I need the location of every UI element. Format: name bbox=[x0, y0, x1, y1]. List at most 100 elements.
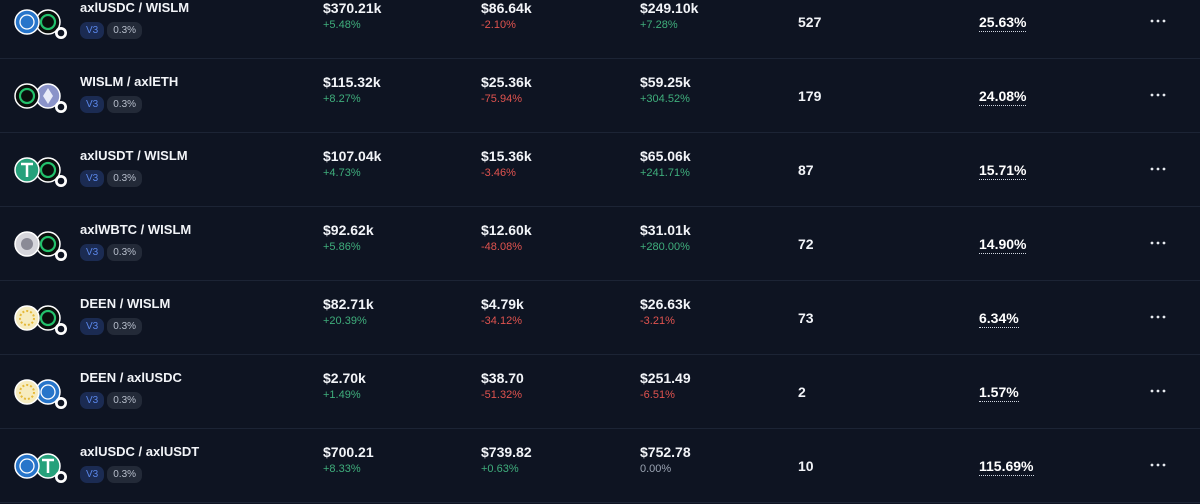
tvl-change: +8.33% bbox=[323, 463, 361, 475]
badges: V3 0.3% bbox=[80, 237, 191, 261]
more-menu[interactable] bbox=[1148, 13, 1168, 29]
tvl-cell: $700.21 +8.33% bbox=[323, 444, 374, 475]
token-icons bbox=[14, 379, 67, 409]
volume-change: -51.32% bbox=[481, 389, 522, 401]
more-menu[interactable] bbox=[1148, 161, 1168, 177]
volume-cell: $86.64k -2.10% bbox=[481, 0, 532, 31]
volume: $15.36k bbox=[481, 148, 532, 164]
more-menu[interactable] bbox=[1148, 383, 1168, 399]
count: 10 bbox=[798, 458, 814, 474]
pool-row[interactable]: DEEN / axlUSDC V3 0.3% $2.70k +1.49% $38.70 -5… bbox=[0, 355, 1200, 429]
pair-cell: axlUSDC / WISLM V3 0.3% bbox=[80, 0, 189, 39]
tvl: $2.70k bbox=[323, 370, 366, 386]
token-icons bbox=[14, 453, 67, 483]
value-change: -6.51% bbox=[640, 389, 675, 401]
version-badge: V3 bbox=[80, 318, 105, 335]
pool-row[interactable]: DEEN / WISLM V3 0.3% $82.71k +20.39% $4.79k -3… bbox=[0, 281, 1200, 355]
pool-row[interactable]: axlUSDC / WISLM V3 0.3% $370.21k +5.48% $86.6… bbox=[0, 0, 1200, 59]
volume-change: -48.08% bbox=[481, 241, 522, 253]
badges: V3 0.3% bbox=[80, 385, 182, 409]
volume: $38.70 bbox=[481, 370, 524, 386]
badges: V3 0.3% bbox=[80, 163, 188, 187]
tvl: $82.71k bbox=[323, 296, 374, 312]
pair-name[interactable]: DEEN / axlUSDC bbox=[80, 370, 182, 385]
value: $59.25k bbox=[640, 74, 691, 90]
apr[interactable]: 24.08% bbox=[979, 88, 1027, 106]
tvl-cell: $107.04k +4.73% bbox=[323, 148, 381, 179]
tvl-cell: $115.32k +8.27% bbox=[323, 74, 381, 105]
badges: V3 0.3% bbox=[80, 89, 178, 113]
tvl-cell: $92.62k +5.86% bbox=[323, 222, 374, 253]
pair-cell: WISLM / axlETH V3 0.3% bbox=[80, 74, 178, 113]
value: $31.01k bbox=[640, 222, 691, 238]
fee-badge: 0.3% bbox=[107, 318, 143, 335]
tvl-cell: $82.71k +20.39% bbox=[323, 296, 374, 327]
token-icons bbox=[14, 305, 67, 335]
value-cell: $65.06k +241.71% bbox=[640, 148, 691, 179]
pool-row[interactable]: axlWBTC / WISLM V3 0.3% $92.62k +5.86% $12.60… bbox=[0, 207, 1200, 281]
fee-badge: 0.3% bbox=[107, 392, 143, 409]
value-change: +7.28% bbox=[640, 19, 678, 31]
pool-row[interactable]: axlUSDC / axlUSDT V3 0.3% $700.21 +8.33% $739… bbox=[0, 429, 1200, 503]
token-icons bbox=[14, 9, 67, 39]
tvl-cell: $2.70k +1.49% bbox=[323, 370, 366, 401]
value-cell: $251.49 -6.51% bbox=[640, 370, 691, 401]
pair-name[interactable]: axlWBTC / WISLM bbox=[80, 222, 192, 237]
apr[interactable]: 6.34% bbox=[979, 310, 1019, 328]
fee-badge: 0.3% bbox=[107, 170, 143, 187]
volume: $4.79k bbox=[481, 296, 524, 312]
value-change: 0.00% bbox=[640, 463, 672, 475]
count: 73 bbox=[798, 310, 814, 326]
fee-badge: 0.3% bbox=[107, 466, 143, 483]
tvl-change: +5.86% bbox=[323, 241, 361, 253]
apr[interactable]: 14.90% bbox=[979, 236, 1027, 254]
value-change: +280.00% bbox=[640, 241, 690, 253]
pair-name[interactable]: DEEN / WISLM bbox=[80, 296, 171, 311]
pair-name[interactable]: WISLM / axlETH bbox=[80, 74, 179, 89]
apr[interactable]: 115.69% bbox=[979, 458, 1034, 476]
volume: $12.60k bbox=[481, 222, 532, 238]
tvl: $107.04k bbox=[323, 148, 382, 164]
more-menu[interactable] bbox=[1148, 309, 1168, 325]
apr[interactable]: 1.57% bbox=[979, 384, 1019, 402]
fee-badge: 0.3% bbox=[107, 96, 143, 113]
token-icons bbox=[14, 83, 67, 113]
pair-cell: DEEN / axlUSDC V3 0.3% bbox=[80, 370, 182, 409]
count: 87 bbox=[798, 162, 814, 178]
volume-cell: $12.60k -48.08% bbox=[481, 222, 532, 253]
apr[interactable]: 15.71% bbox=[979, 162, 1027, 180]
value: $251.49 bbox=[640, 370, 691, 386]
more-menu[interactable] bbox=[1148, 87, 1168, 103]
pair-name[interactable]: axlUSDC / WISLM bbox=[80, 0, 190, 15]
volume-change: -2.10% bbox=[481, 19, 516, 31]
more-menu[interactable] bbox=[1148, 457, 1168, 473]
volume-cell: $38.70 -51.32% bbox=[481, 370, 524, 401]
badges: V3 0.3% bbox=[80, 15, 189, 39]
apr[interactable]: 25.63% bbox=[979, 14, 1027, 32]
version-badge: V3 bbox=[80, 22, 105, 39]
token-icons bbox=[14, 231, 67, 261]
tvl-change: +4.73% bbox=[323, 167, 361, 179]
volume-cell: $4.79k -34.12% bbox=[481, 296, 524, 327]
tvl: $370.21k bbox=[323, 0, 382, 16]
pool-row[interactable]: WISLM / axlETH V3 0.3% $115.32k +8.27% $25.36… bbox=[0, 59, 1200, 133]
value-cell: $249.10k +7.28% bbox=[640, 0, 698, 31]
pool-row[interactable]: axlUSDT / WISLM V3 0.3% $107.04k +4.73% $15.3… bbox=[0, 133, 1200, 207]
value-cell: $26.63k -3.21% bbox=[640, 296, 691, 327]
tvl-change: +20.39% bbox=[323, 315, 367, 327]
fee-badge: 0.3% bbox=[107, 22, 143, 39]
value-change: +241.71% bbox=[640, 167, 690, 179]
tvl: $115.32k bbox=[323, 74, 381, 90]
value: $26.63k bbox=[640, 296, 691, 312]
more-menu[interactable] bbox=[1148, 235, 1168, 251]
version-badge: V3 bbox=[80, 392, 105, 409]
volume: $739.82 bbox=[481, 444, 532, 460]
pair-name[interactable]: axlUSDC / axlUSDT bbox=[80, 444, 200, 459]
value: $65.06k bbox=[640, 148, 691, 164]
tvl-cell: $370.21k +5.48% bbox=[323, 0, 381, 31]
tvl-change: +5.48% bbox=[323, 19, 361, 31]
badges: V3 0.3% bbox=[80, 459, 199, 483]
value-change: +304.52% bbox=[640, 93, 690, 105]
pair-name[interactable]: axlUSDT / WISLM bbox=[80, 148, 188, 163]
